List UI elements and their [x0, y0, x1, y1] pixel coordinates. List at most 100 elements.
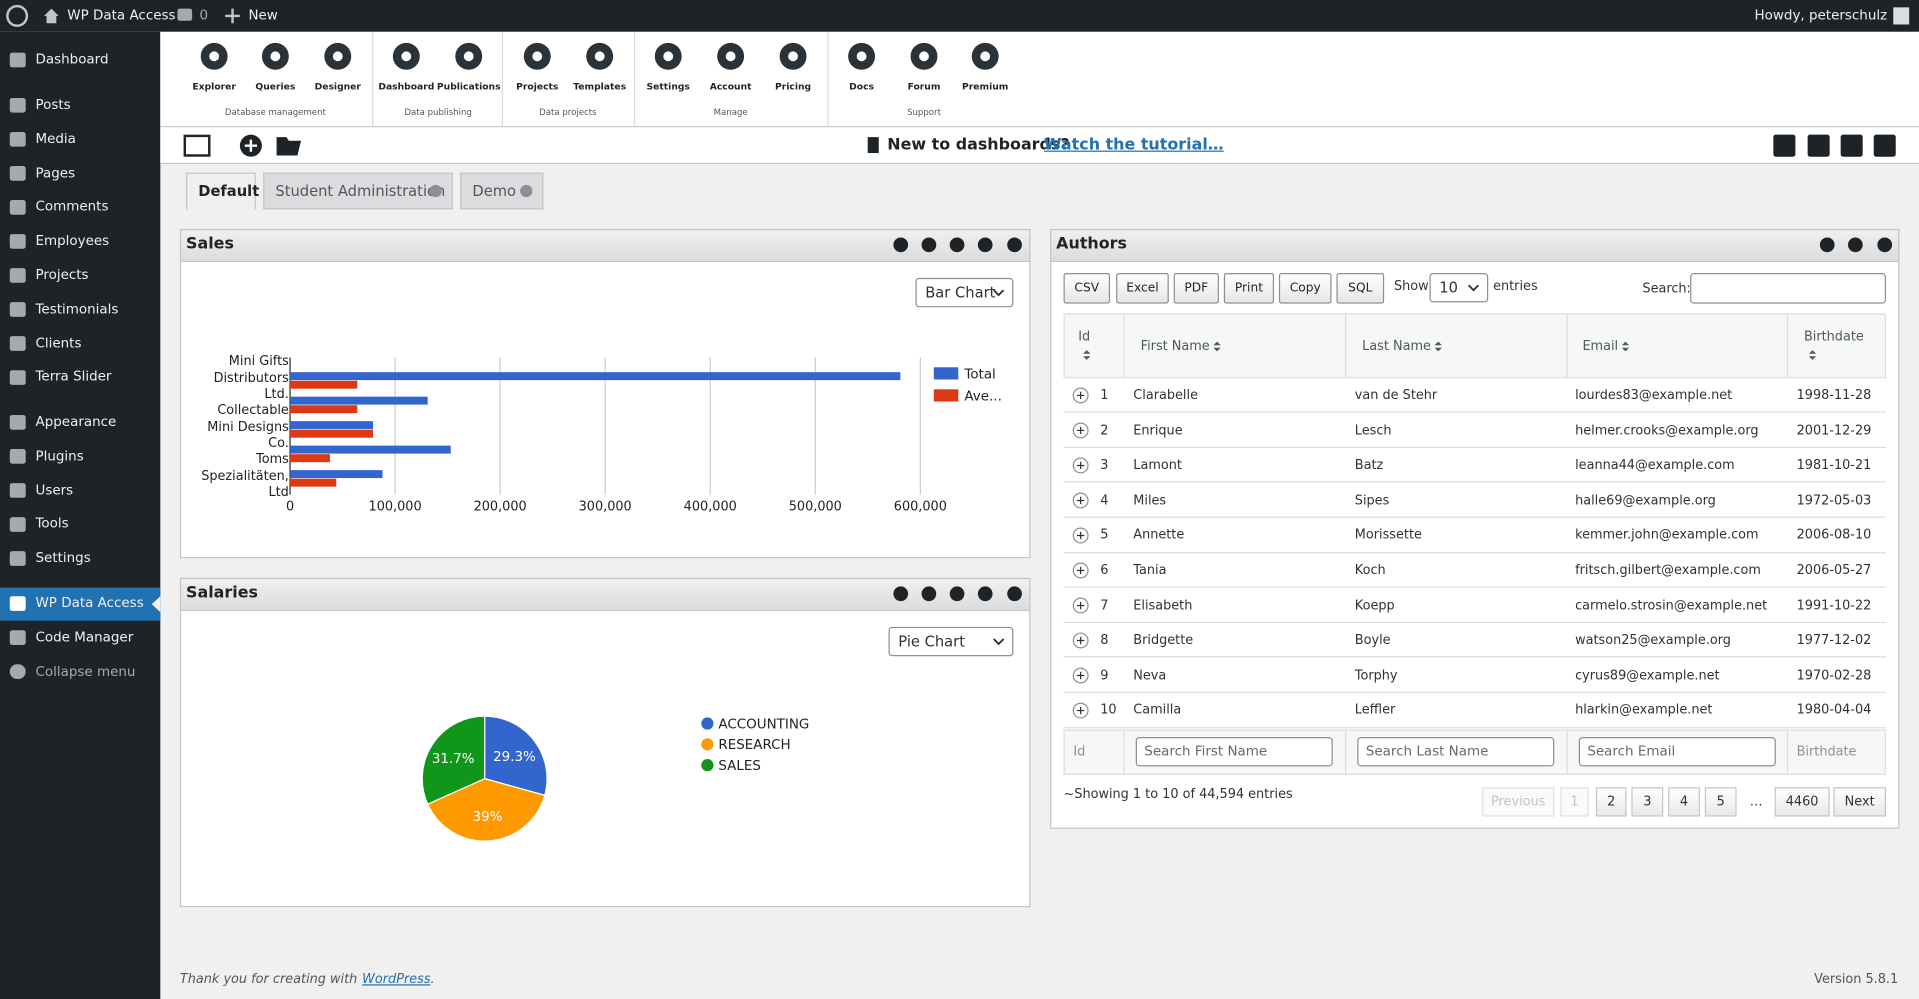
toolbar-button[interactable]: Queries [255, 80, 296, 92]
page-button-label[interactable]: 3 [1643, 794, 1652, 810]
table-cell: 10 [1100, 703, 1117, 718]
entries-label: entries [1493, 279, 1538, 294]
menu-item[interactable]: Settings [35, 549, 91, 566]
menu-item[interactable]: Media [35, 130, 76, 147]
page-button-label[interactable]: 4 [1679, 794, 1689, 810]
page-button[interactable] [1595, 787, 1627, 817]
menu-item[interactable]: Dashboard [35, 51, 109, 68]
column-header[interactable]: Birthdate [1803, 329, 1864, 345]
table-cell: 1981-10-21 [1796, 458, 1872, 473]
menu-item[interactable]: Appearance [35, 413, 117, 430]
toolbar-button[interactable]: Publications [436, 80, 501, 92]
select-value[interactable]: Bar Chart [925, 284, 996, 302]
menu-item[interactable]: Employees [35, 232, 110, 249]
menu-item[interactable]: WP Data Access [35, 594, 144, 611]
export-button-label[interactable]: Copy [1289, 281, 1321, 296]
toolbar-button[interactable]: Account [709, 80, 752, 92]
column-search-placeholder[interactable]: Search Last Name [1365, 743, 1489, 760]
toolbar-separator [827, 31, 829, 127]
table-cell: Lesch [1354, 423, 1392, 438]
show-label: Show [1393, 279, 1429, 294]
export-button-label[interactable]: Excel [1126, 281, 1159, 296]
toolbar-button[interactable]: Forum [907, 80, 941, 92]
table-row [1063, 517, 1886, 553]
menu-item[interactable]: Comments [35, 198, 109, 215]
export-button[interactable] [1063, 273, 1111, 304]
tab[interactable] [186, 172, 256, 210]
table-cell: 1980-04-04 [1796, 703, 1872, 718]
select-value[interactable]: 10 [1439, 279, 1458, 297]
page-button[interactable] [1774, 787, 1830, 817]
menu-item[interactable]: Testimonials [35, 300, 119, 317]
page-button[interactable] [1833, 787, 1886, 817]
notice-link[interactable]: Watch the tutorial… [1043, 135, 1224, 155]
column-header[interactable]: Id [1078, 329, 1091, 345]
column-header[interactable]: First Name [1140, 339, 1210, 354]
column-divider [1345, 313, 1347, 379]
column-search[interactable] [1135, 737, 1333, 767]
column-header[interactable]: Last Name [1362, 339, 1431, 354]
menu-item[interactable]: Users [35, 481, 74, 498]
toolbar-button[interactable]: Templates [573, 80, 627, 92]
export-button[interactable] [1116, 273, 1169, 304]
site-name[interactable]: WP Data Access [67, 7, 176, 24]
toolbar-button[interactable]: Premium [962, 80, 1009, 92]
menu-item[interactable]: Collapse menu [35, 663, 136, 679]
toolbar-button[interactable]: Pricing [775, 80, 812, 92]
menu-item[interactable]: Clients [35, 334, 82, 351]
page-button-label[interactable]: 4460 [1785, 794, 1819, 810]
select-value[interactable]: Pie Chart [898, 632, 965, 651]
column-search[interactable] [1357, 737, 1555, 767]
menu-item[interactable]: Posts [35, 96, 71, 113]
export-button-label[interactable]: Print [1234, 281, 1264, 296]
menu-item[interactable]: Projects [35, 266, 89, 283]
menu-item[interactable]: Plugins [35, 447, 84, 464]
column-search-placeholder[interactable]: Search Email [1587, 743, 1676, 760]
tab[interactable] [263, 172, 453, 210]
new-link[interactable]: New [248, 7, 278, 24]
menu-item[interactable]: Pages [35, 164, 76, 181]
export-button-label[interactable]: PDF [1184, 281, 1209, 296]
column-search[interactable] [1578, 737, 1776, 767]
page-button[interactable] [1668, 787, 1700, 817]
column-header[interactable]: Email [1582, 339, 1619, 354]
menu-item[interactable]: Tools [35, 515, 69, 532]
version: Version 5.8.1 [1814, 972, 1899, 987]
export-button[interactable] [1278, 273, 1332, 304]
y-tick-label: Toms Spezialitäten, Ltd [201, 451, 289, 500]
search-input[interactable] [1690, 273, 1886, 304]
tab-label[interactable]: Default [198, 182, 260, 200]
page-button-label[interactable]: 2 [1607, 794, 1616, 810]
export-button[interactable] [1336, 273, 1385, 304]
toolbar-button[interactable]: Settings [646, 80, 690, 92]
page-button[interactable] [1704, 787, 1737, 817]
toolbar-button[interactable]: Projects [516, 80, 559, 92]
export-button-label[interactable]: SQL [1348, 281, 1373, 296]
column-divider [1566, 313, 1568, 379]
export-button[interactable] [1173, 273, 1219, 304]
menu-item[interactable]: Terra Slider [35, 368, 112, 385]
toolbar-button[interactable]: Docs [849, 80, 875, 92]
table-cell: 9 [1100, 668, 1109, 683]
howdy[interactable]: Howdy, peterschulz [1754, 7, 1888, 24]
toolbar-button[interactable]: Explorer [192, 80, 236, 92]
toolbar-button[interactable]: Dashboard [378, 80, 435, 92]
footer-link[interactable]: WordPress [362, 972, 431, 987]
y-tick-label: Mini Gifts Distributors Ltd. [213, 353, 289, 402]
page-button-label[interactable]: Next [1844, 794, 1875, 810]
page-button[interactable] [1631, 787, 1664, 817]
table-row [1063, 588, 1886, 624]
column-search-placeholder[interactable]: Search First Name [1144, 743, 1268, 760]
tab-label[interactable]: Demo [472, 182, 517, 200]
table-cell: Tania [1133, 563, 1167, 578]
table-cell: fritsch.gilbert@example.com [1575, 563, 1761, 578]
toolbar-button[interactable]: Designer [314, 80, 361, 92]
select[interactable] [888, 626, 1014, 657]
menu-item[interactable]: Code Manager [35, 629, 134, 645]
export-button[interactable] [1223, 273, 1275, 304]
page-button-label[interactable]: 5 [1716, 794, 1725, 810]
export-button-label[interactable]: CSV [1074, 281, 1100, 296]
column-divider [1123, 313, 1125, 379]
tab-label[interactable]: Student Administration [275, 182, 446, 200]
